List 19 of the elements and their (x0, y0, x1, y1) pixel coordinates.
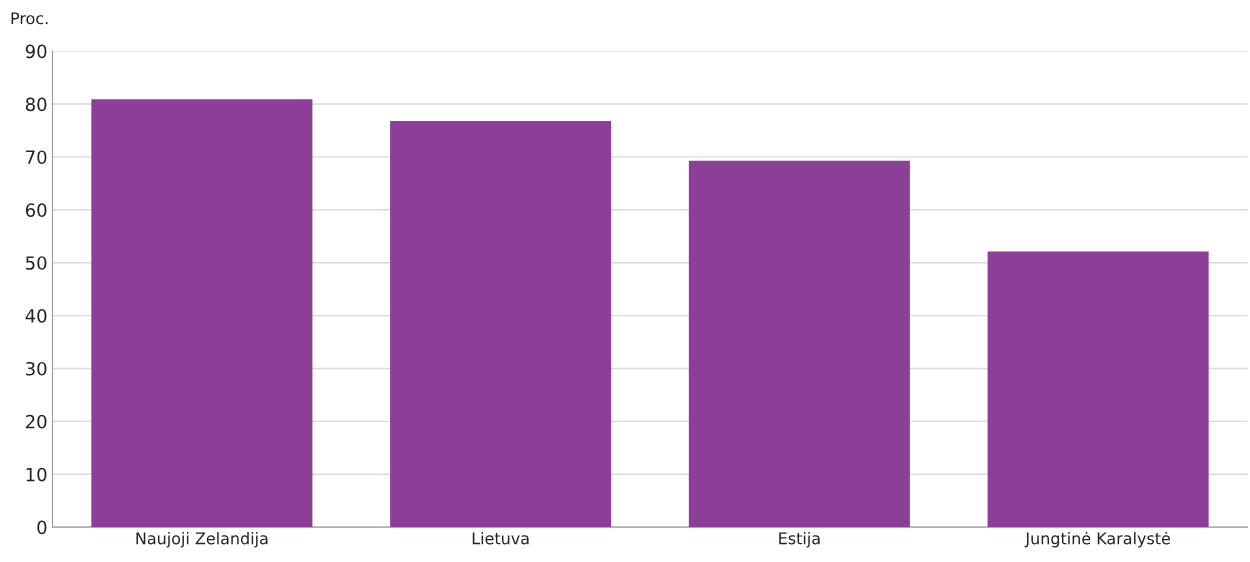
y-tick-label: 90 (25, 44, 47, 59)
y-tick-label: 50 (26, 256, 47, 270)
bar (91, 99, 313, 528)
y-tick-label: 0 (37, 520, 47, 535)
x-tick-label: Naujoji Zelandija (136, 532, 268, 548)
y-tick-label: 40 (25, 309, 47, 323)
bar (987, 251, 1209, 528)
y-tick-label: 60 (25, 203, 47, 217)
y-tick-label: 80 (25, 97, 47, 112)
x-tick-label: Lietuva (472, 532, 529, 545)
y-tick-label: 30 (26, 361, 47, 376)
x-tick-label: Estija (779, 532, 820, 548)
x-tick-label: Jungtinė Karalystė (1024, 532, 1170, 548)
y-tick-label: 70 (26, 150, 47, 165)
bar (390, 120, 612, 528)
y-tick-label: 10 (26, 467, 47, 482)
y-axis-title: Proc. (11, 12, 48, 25)
y-tick-label: 20 (25, 414, 47, 429)
bar (688, 160, 910, 528)
